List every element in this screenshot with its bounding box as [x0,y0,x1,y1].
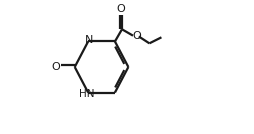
Text: O: O [117,4,125,14]
Text: N: N [85,35,93,45]
Text: O: O [132,31,141,41]
Text: O: O [52,62,61,72]
Text: HN: HN [79,89,94,99]
